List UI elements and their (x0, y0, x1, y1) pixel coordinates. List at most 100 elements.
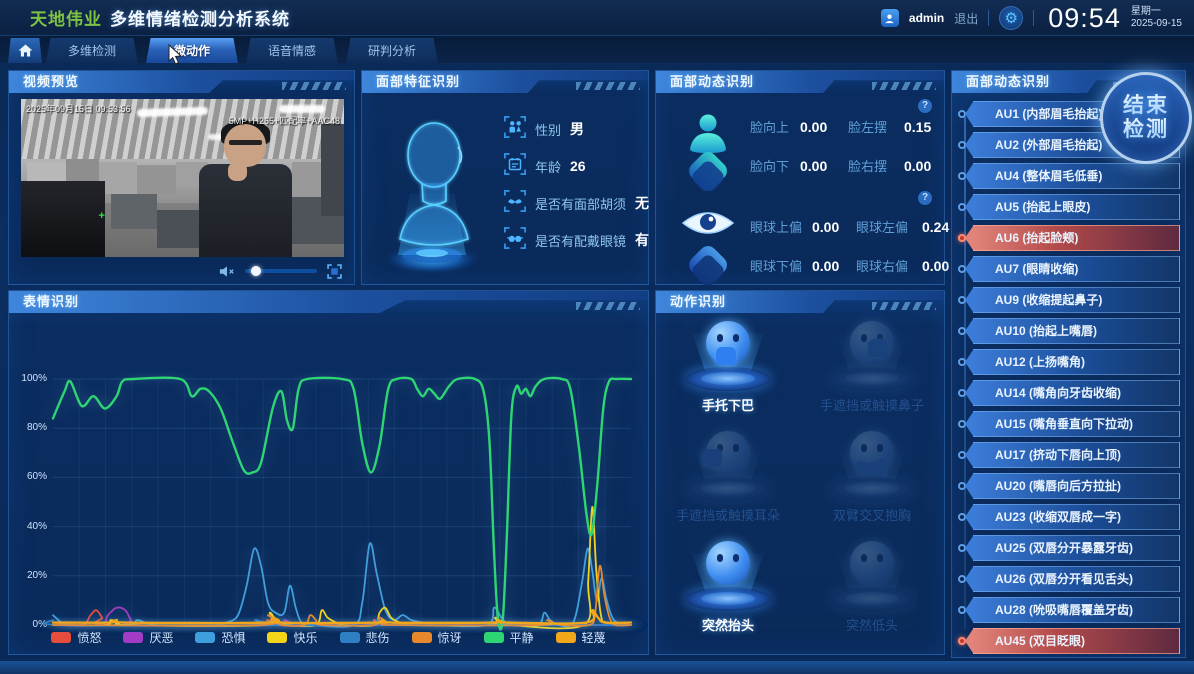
legend-label: 快乐 (293, 631, 318, 645)
series-平静 (53, 378, 631, 630)
footer-bar (0, 661, 1194, 674)
panel-title: 面部特征识别 (376, 74, 461, 89)
feature-label: 是否有配戴眼镜 (535, 233, 627, 249)
au-label: AU12 (上扬嘴角) (965, 349, 1180, 375)
action-item: 突然低头 (800, 539, 944, 639)
legend-item[interactable]: 快乐 (267, 629, 318, 646)
legend-swatch (123, 632, 144, 643)
legend-item[interactable]: 恐惧 (195, 629, 245, 646)
fullscreen-icon[interactable] (327, 263, 342, 279)
tab-home[interactable] (8, 38, 42, 63)
logout-link[interactable]: 退出 (954, 11, 979, 26)
username: admin (908, 11, 945, 25)
legend-item[interactable]: 惊讶 (411, 629, 462, 646)
tab-micro-action[interactable]: 微动作 (146, 38, 238, 63)
volume-slider[interactable] (245, 266, 317, 276)
au-item: AU17 (挤动下唇向上顶) (958, 442, 1180, 468)
end-detection-button[interactable]: 结束 检测 (1100, 72, 1192, 164)
action-hologram-icon (678, 539, 778, 611)
au-label: AU5 (抬起上眼皮) (965, 194, 1180, 220)
au-panel: 面部动态识别 AU1 (内部眉毛抬起) AU2 (外部眉毛抬起) AU4 (整体眉毛… (951, 70, 1186, 658)
action-label: 手托下巴 (701, 398, 754, 413)
legend-item[interactable]: 平静 (483, 629, 534, 646)
metric-value: 0.15 (904, 118, 932, 135)
hologram-head (368, 97, 496, 281)
au-item: AU12 (上扬嘴角) (958, 349, 1180, 375)
dynamics-group: 眼球上偏 0.00 眼球左偏 0.24 眼球下偏 0.00 眼球右偏 0.00? (666, 191, 949, 291)
legend-label: 轻蔑 (581, 631, 606, 645)
series-轻蔑 (53, 610, 631, 623)
divider (988, 10, 990, 26)
chart-legend: 愤怒 厌恶 恐惧 快乐 悲伤 惊讶 平静 轻蔑 (9, 629, 648, 646)
face-dynamics-panel: 面部动态识别 脸向上 0.00 脸左摆 0.15 脸向下 0.00 脸右摆 0.00? 眼球上偏… (655, 70, 949, 287)
legend-item[interactable]: 厌恶 (123, 629, 173, 646)
expression-panel: 表情识别 0% 20% 40% 60% 80% 100% 愤怒 厌恶 恐惧 快乐 悲伤 惊讶 平静 轻蔑 (8, 290, 649, 655)
legend-swatch (483, 632, 504, 643)
legend-swatch (51, 632, 72, 643)
metric-label: 脸左摆 (848, 120, 888, 135)
legend-swatch (195, 632, 216, 643)
feature-label: 性别 (535, 122, 562, 138)
metric-label: 眼球下偏 (750, 259, 803, 274)
legend-label: 愤怒 (77, 631, 102, 645)
au-item: AU4 (整体眉毛低垂) (958, 163, 1180, 189)
legend-label: 平静 (509, 631, 534, 645)
legend-item[interactable]: 轻蔑 (555, 629, 606, 646)
au-label: AU17 (挤动下唇向上顶) (965, 442, 1180, 468)
tab-voice-emotion[interactable]: 语音情感 (246, 38, 338, 63)
legend-item[interactable]: 愤怒 (51, 629, 101, 646)
au-label: AU10 (抬起上嘴唇) (965, 318, 1180, 344)
gender-icon (504, 115, 526, 143)
video-frame: + 2025年09月15日 09:53:56 5MP+H265+匹配率+AAC4… (21, 99, 344, 257)
y-axis-tick: 20% (26, 569, 47, 581)
decor-stripes (872, 302, 936, 310)
brand-logo: 天地伟业 (30, 10, 102, 29)
au-item: AU23 (收缩双唇成一字) (958, 504, 1180, 530)
action-label: 突然低头 (845, 618, 898, 633)
legend-item[interactable]: 悲伤 (339, 629, 390, 646)
feature-value: 无 (635, 195, 650, 211)
au-item: AU9 (收缩提起鼻子) (958, 287, 1180, 313)
metric-label: 眼球左偏 (856, 220, 909, 235)
tab-multi-detection[interactable]: 多维检测 (46, 38, 138, 63)
au-item: AU15 (嘴角垂直向下拉动) (958, 411, 1180, 437)
face-features-panel: 面部特征识别 (361, 70, 649, 285)
au-item: AU14 (嘴角向牙齿收缩) (958, 380, 1180, 406)
beard-icon (504, 189, 526, 217)
au-label: AU15 (嘴角垂直向下拉动) (965, 411, 1180, 437)
au-item: AU26 (双唇分开看见舌头) (958, 566, 1180, 592)
feature-row: 是否有面部胡须无 (504, 189, 650, 217)
metric-value: 0.24 (922, 218, 950, 235)
action-item: 手遮挡或触摸鼻子 (800, 319, 944, 419)
weekday: 星期一 (1130, 6, 1161, 17)
metric-label: 脸右摆 (848, 159, 888, 174)
action-recognition-panel: 动作识别 手托下巴 手遮挡或触摸鼻子 手遮挡或触摸耳朵 双臂交叉抱胸 突然抬头 突然低头 (655, 290, 945, 655)
volume-thumb[interactable] (251, 266, 261, 276)
action-item: 手托下巴 (656, 319, 800, 419)
action-hologram-icon (822, 319, 922, 391)
au-item: AU10 (抬起上嘴唇) (958, 318, 1180, 344)
action-label: 双臂交叉抱胸 (832, 508, 911, 523)
action-hologram-icon (822, 539, 922, 611)
legend-label: 惊讶 (437, 631, 462, 645)
person-silhouette (198, 163, 293, 257)
decor-stripes (576, 302, 640, 310)
question-icon[interactable]: ? (918, 99, 932, 113)
legend-swatch (339, 632, 360, 643)
metric-value: 0.00 (800, 157, 828, 174)
question-icon[interactable]: ? (918, 191, 932, 205)
feature-value: 26 (570, 158, 586, 174)
metric-label: 眼球上偏 (750, 220, 803, 235)
legend-label: 悲伤 (365, 631, 390, 645)
au-item: AU7 (眼睛收缩) (958, 256, 1180, 282)
au-label: AU7 (眼睛收缩) (965, 256, 1180, 282)
au-item: AU28 (吮吸嘴唇覆盖牙齿) (958, 597, 1180, 623)
user-icon (880, 9, 899, 27)
au-item: AU25 (双唇分开暴露牙齿) (958, 535, 1180, 561)
gear-icon[interactable]: ⚙ (999, 6, 1024, 30)
speaker-muted-icon[interactable] (219, 265, 235, 278)
y-axis-tick: 60% (26, 471, 47, 483)
metric-value: 0.00 (812, 218, 840, 235)
tab-judge-analysis[interactable]: 研判分析 (346, 38, 438, 63)
